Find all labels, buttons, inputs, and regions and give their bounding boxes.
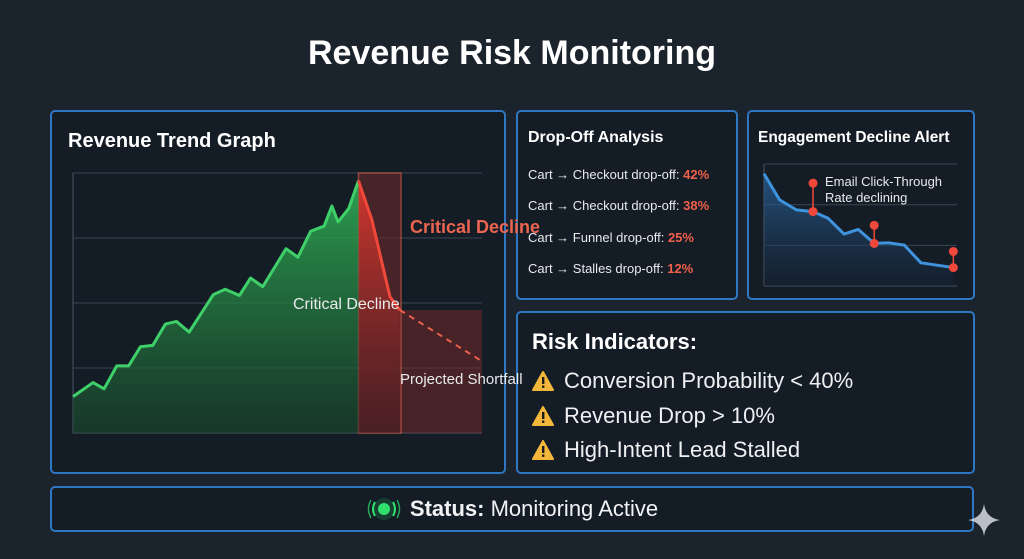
dropoff-title: Drop-Off Analysis (528, 129, 664, 146)
dropoff-value: 42% (683, 167, 710, 182)
risk-item-text: High-Intent Lead Stalled (564, 437, 801, 462)
dropoff-label: Cart → Funnel drop-off: (528, 230, 665, 245)
dropoff-label: Cart → Checkout drop-off: (528, 167, 680, 182)
page-title: Revenue Risk Monitoring (307, 34, 717, 72)
risk-panel: Risk Indicators: Conversion Probability … (516, 311, 975, 474)
revenue-trend-title: Revenue Trend Graph (68, 130, 276, 152)
warning-triangle-icon (532, 371, 554, 391)
dropoff-item: Cart → Stalles drop-off: 12% (528, 261, 693, 276)
dropoff-item: Cart → Checkout drop-off: 38% (528, 198, 709, 213)
engagement-title: Engagement Decline Alert (758, 129, 950, 146)
sparkle-icon (968, 504, 1000, 536)
dropoff-item: Cart → Checkout drop-off: 42% (528, 167, 709, 182)
dropoff-value: 25% (667, 230, 694, 245)
dropoff-value: 12% (667, 261, 694, 276)
dropoff-label: Cart → Stalles drop-off: (528, 261, 664, 276)
status-bar: Status: Monitoring Active (50, 486, 974, 532)
dropoff-value: 38% (683, 198, 710, 213)
status-value: Monitoring Active (490, 496, 659, 521)
dropoff-panel: Drop-Off Analysis Cart → Checkout drop-o… (516, 110, 738, 300)
risk-item-text: Conversion Probability < 40% (564, 368, 854, 393)
risk-item: High-Intent Lead Stalled (532, 437, 800, 463)
signal-broadcast-icon (367, 498, 401, 520)
warning-triangle-icon (532, 440, 554, 460)
risk-item: Conversion Probability < 40% (532, 368, 853, 394)
risk-item: Revenue Drop > 10% (532, 403, 775, 429)
engagement-panel: Engagement Decline Alert (747, 110, 975, 300)
dropoff-item: Cart → Funnel drop-off: 25% (528, 230, 694, 245)
status-label: Status: (409, 496, 485, 521)
warning-triangle-icon (532, 406, 554, 426)
risk-title: Risk Indicators: (532, 329, 698, 354)
revenue-trend-panel: Revenue Trend Graph (50, 110, 506, 474)
risk-item-text: Revenue Drop > 10% (564, 403, 775, 428)
dropoff-label: Cart → Checkout drop-off: (528, 198, 680, 213)
